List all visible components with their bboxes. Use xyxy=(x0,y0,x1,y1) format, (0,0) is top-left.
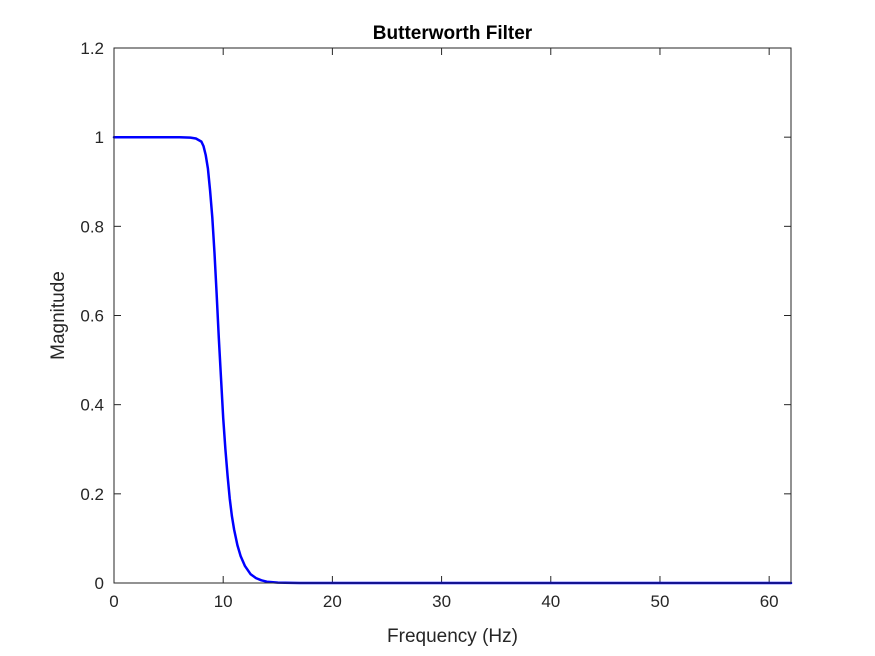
plot-frame xyxy=(113,47,792,584)
y-tick-label: 0.6 xyxy=(80,307,104,326)
ticks-layer: 0 10 20 30 40 50 60 0 0.2 0.4 0.6 0.8 1 1.2 xyxy=(80,39,791,611)
x-tick-label: 60 xyxy=(760,592,779,611)
y-tick-label: 1.2 xyxy=(80,39,104,58)
plot-area xyxy=(114,48,791,583)
y-axis-label: Magnitude xyxy=(48,271,69,360)
y-tick-label: 0.2 xyxy=(80,485,104,504)
x-tick-label: 0 xyxy=(109,592,118,611)
x-tick-label: 10 xyxy=(214,592,233,611)
x-axis-label: Frequency (Hz) xyxy=(387,626,518,647)
x-tick-label: 50 xyxy=(651,592,670,611)
y-tick-label: 1 xyxy=(95,128,104,147)
x-tick-label: 40 xyxy=(541,592,560,611)
x-tick-label: 20 xyxy=(323,592,342,611)
chart-title: Butterworth Filter xyxy=(373,23,533,44)
y-tick-label: 0 xyxy=(95,574,104,593)
y-tick-label: 0.4 xyxy=(80,396,104,415)
x-tick-label: 30 xyxy=(432,592,451,611)
y-tick-label: 0.8 xyxy=(80,217,104,236)
